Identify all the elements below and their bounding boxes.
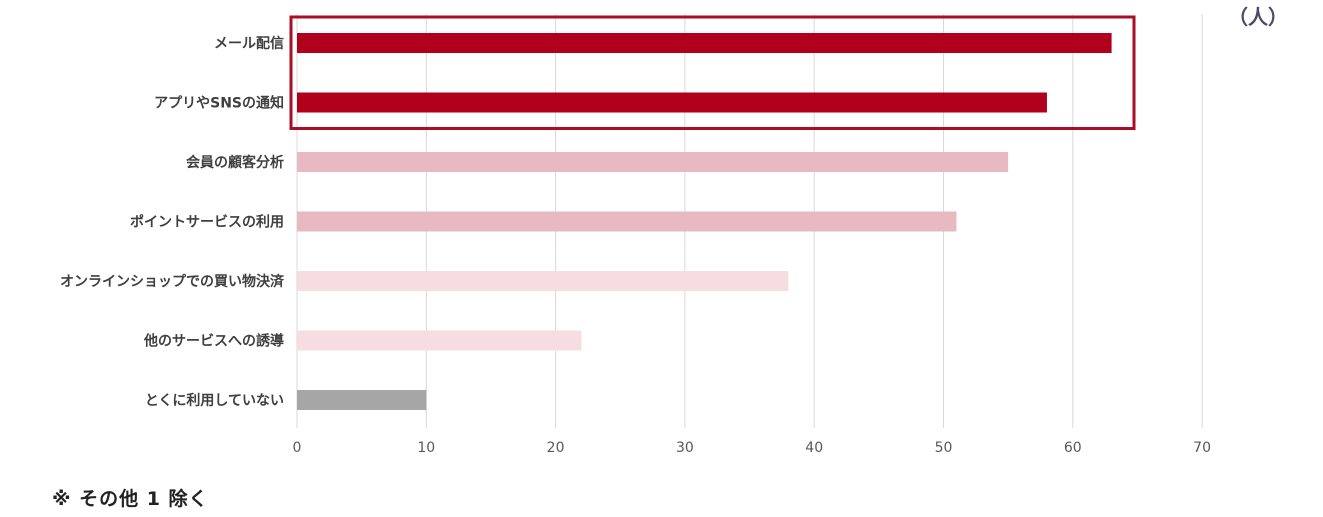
category-label: 他のサービスへの誘導 [143, 333, 284, 350]
x-tick-labels: 0 10 20 30 40 50 60 70 [293, 440, 1211, 456]
category-label: ポイントサービスの利用 [130, 214, 284, 231]
footnote: ※ その他 1 除く [52, 488, 209, 510]
highlight-box [289, 15, 1136, 130]
bar [297, 33, 1112, 53]
x-tick-label: 20 [547, 440, 565, 456]
category-label: メール配信 [214, 35, 284, 52]
bar [297, 390, 427, 410]
category-label: アプリやSNSの通知 [154, 95, 284, 112]
x-tick-label: 60 [1064, 440, 1082, 456]
x-tick-label: 10 [417, 440, 435, 456]
bar [297, 271, 789, 291]
category-label: 会員の顧客分析 [186, 154, 284, 171]
category-label: オンラインショップでの買い物決済 [60, 273, 285, 290]
bar [297, 211, 957, 232]
category-labels: メール配信アプリやSNSの通知会員の顧客分析ポイントサービスの利用オンラインショ… [60, 35, 285, 409]
x-tick-label: 40 [805, 440, 823, 456]
bar [297, 152, 1009, 172]
bars [297, 33, 1112, 410]
unit-label: （人） [1228, 5, 1288, 29]
x-tick-label: 70 [1193, 440, 1211, 456]
bar [297, 92, 1047, 113]
category-label: とくに利用していない [145, 392, 284, 409]
x-tick-label: 0 [293, 440, 302, 456]
x-tick-label: 50 [935, 440, 953, 456]
bar [297, 330, 582, 351]
x-tick-label: 30 [676, 440, 694, 456]
